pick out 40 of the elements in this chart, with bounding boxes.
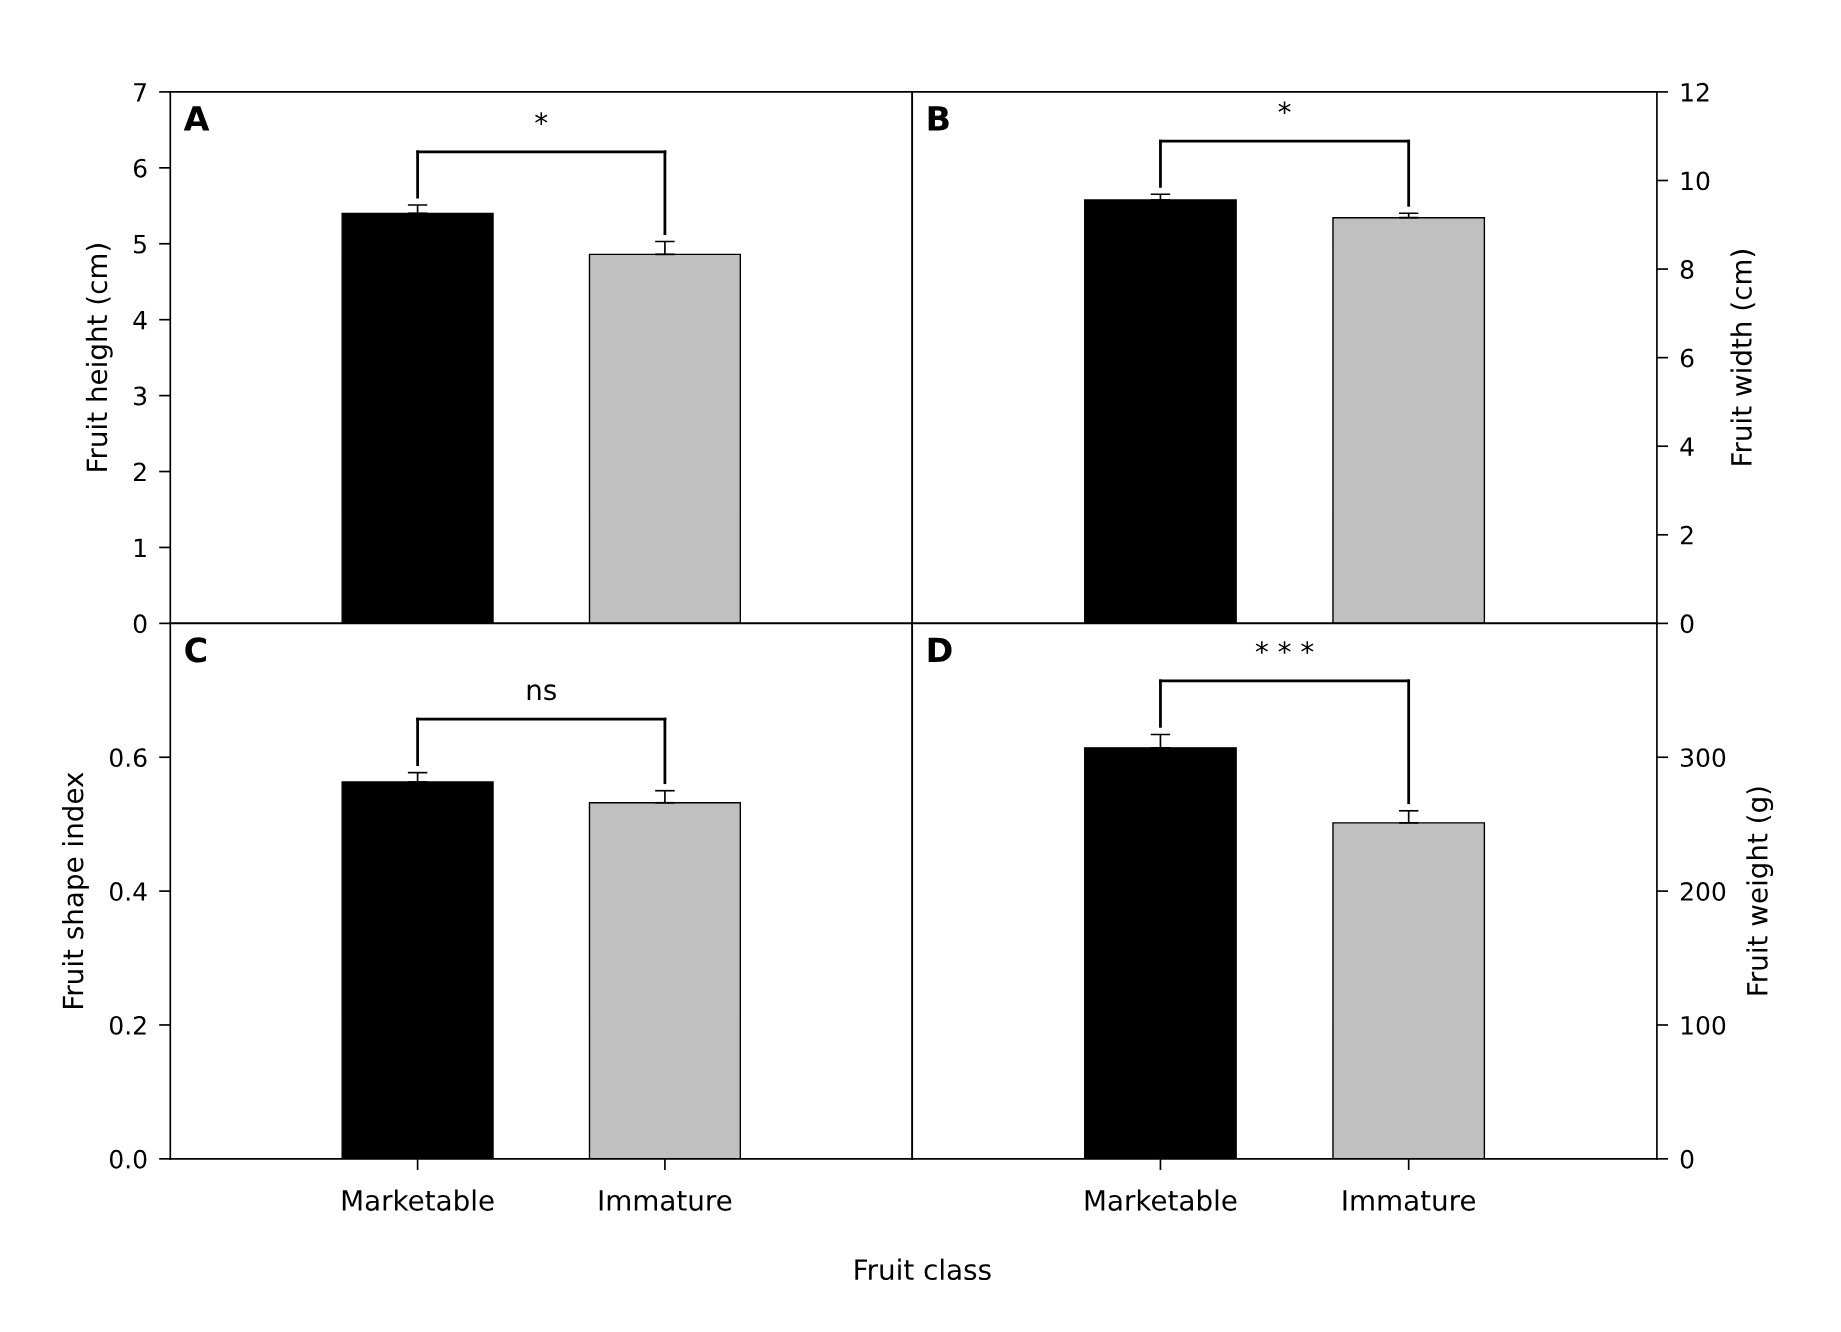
y-tick-label: 3 [134, 386, 147, 406]
y-tick-label: 4 [1680, 437, 1694, 456]
y-tick-label: 100 [1681, 1015, 1726, 1035]
y-tick-label: 0.4 [109, 882, 147, 901]
x-axis-title: Fruit class [855, 1258, 991, 1281]
y-tick-label: 0.2 [109, 1015, 146, 1035]
y-tick-label: 12 [1681, 82, 1709, 102]
x-tick-label: Marketable [1085, 1189, 1237, 1211]
y-tick-label: 0.0 [109, 1149, 147, 1169]
y-tick-label: 7 [134, 83, 146, 102]
y-tick-label: 2 [1680, 525, 1693, 545]
y-tick-label: 0 [1680, 1149, 1694, 1169]
y-axis-title: Fruit shape index [61, 772, 89, 1008]
x-tick-label: Immature [1343, 1190, 1476, 1211]
annotation: C [185, 637, 206, 663]
y-tick-label: 4 [133, 310, 147, 330]
y-tick-label: 10 [1681, 171, 1710, 191]
y-tick-label: 8 [1680, 260, 1694, 279]
annotation: B [928, 106, 949, 131]
y-tick-label: 0.6 [109, 748, 147, 768]
y-tick-label: 6 [1680, 348, 1694, 368]
annotation: ns [527, 684, 556, 701]
annotation: * [535, 112, 548, 125]
y-tick-label: 6 [133, 158, 147, 178]
annotation: * [1278, 101, 1291, 115]
y-tick-label: 2 [134, 462, 146, 482]
x-tick-label: Immature [599, 1190, 732, 1211]
y-tick-label: 0 [133, 614, 147, 634]
y-tick-label: 5 [134, 235, 146, 254]
y-tick-label: 0 [1680, 614, 1694, 634]
y-axis-title: Fruit weight (g) [1746, 787, 1774, 995]
y-axis-title: Fruit width (cm) [1730, 250, 1756, 465]
y-tick-label: 300 [1681, 748, 1726, 768]
y-tick-label: 200 [1680, 882, 1726, 901]
y-axis-title: Fruit height (cm) [85, 244, 113, 471]
annotation: * * * [1255, 641, 1314, 654]
annotation: D [928, 637, 952, 663]
annotation: A [183, 106, 210, 131]
x-tick-label: Marketable [342, 1189, 494, 1211]
y-tick-label: 1 [134, 538, 146, 557]
